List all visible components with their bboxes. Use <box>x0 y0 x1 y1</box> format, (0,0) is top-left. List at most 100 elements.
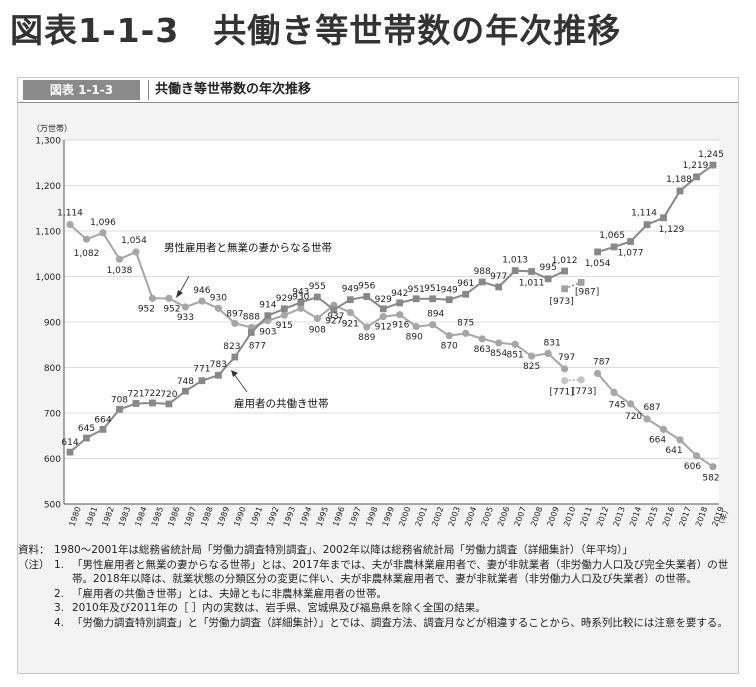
x-tick-label: 1996 <box>331 505 346 527</box>
data-label: 1,038 <box>107 266 133 276</box>
data-label: 995 <box>540 263 557 273</box>
data-label: 721 <box>127 389 144 399</box>
data-point-dual-income <box>280 305 288 313</box>
data-point-single-income <box>379 312 387 321</box>
y-tick-label: 600 <box>44 455 61 465</box>
x-tick-label: 1989 <box>216 505 231 527</box>
x-tick-label: 2014 <box>628 505 643 527</box>
y-tick-label: 500 <box>44 501 61 511</box>
data-point-single-income <box>561 365 569 373</box>
x-tick-label: 2015 <box>644 505 659 527</box>
y-tick-label: 900 <box>44 319 61 329</box>
annotation-arrowhead <box>231 370 238 377</box>
x-tick-label: 1993 <box>282 505 297 527</box>
bracket-label: [987] <box>575 287 599 297</box>
note-text: 「男性雇用者と無業の妻からなる世帯」とは、2017年までは、夫が非農林業雇用者で… <box>72 558 729 586</box>
data-label: 908 <box>309 325 326 335</box>
data-point-single-income <box>709 463 717 471</box>
data-point-dual-income <box>330 306 338 314</box>
series-label-single-income: 男性雇用者と無業の妻からなる世帯 <box>164 241 332 254</box>
x-tick-label: 1997 <box>348 505 363 527</box>
data-point-single-income <box>280 311 288 319</box>
data-label: 1,188 <box>666 175 692 185</box>
data-label: 875 <box>457 318 474 328</box>
x-tick-label: 2005 <box>480 505 495 527</box>
data-point-single-income <box>412 322 420 331</box>
x-tick-label: 1987 <box>183 505 198 527</box>
series-label-dual-income: 雇用者の共働き世帯 <box>234 397 329 410</box>
bracket-point-dual-income <box>577 279 585 286</box>
y-tick-label: 700 <box>44 410 61 420</box>
data-point-single-income <box>495 339 503 347</box>
data-point-single-income <box>396 311 404 319</box>
data-point-dual-income <box>594 248 601 256</box>
data-label: 927 <box>325 317 342 327</box>
data-point-dual-income <box>396 299 404 307</box>
data-label: 783 <box>210 360 227 370</box>
data-point-single-income <box>692 452 701 460</box>
x-tick-label: 1995 <box>315 505 330 527</box>
data-label: 956 <box>358 282 375 292</box>
data-label: 946 <box>193 286 210 296</box>
note-item-1: （注） 1. 「男性雇用者と無業の妻からなる世帯」とは、2017年までは、夫が非… <box>18 558 736 587</box>
data-point-dual-income <box>247 329 255 336</box>
figure-title: 共働き等世帯数の年次推移 <box>148 80 311 100</box>
data-label: 664 <box>649 435 666 445</box>
data-point-dual-income <box>99 425 107 433</box>
note-text: 2010年及び2011年の［ ］内の実数は、岩手県、宮城県及び福島県を除く全国の… <box>72 602 486 614</box>
bracket-point-single-income <box>561 377 569 385</box>
x-tick-label: 2004 <box>463 505 478 527</box>
data-point-single-income <box>528 352 536 360</box>
data-point-single-income <box>82 235 91 243</box>
data-label: 831 <box>544 338 561 348</box>
data-label: 722 <box>144 389 161 399</box>
data-label: 720 <box>160 390 177 400</box>
data-label: 606 <box>684 462 701 472</box>
data-point-single-income <box>214 304 222 312</box>
note-number: 2. <box>54 587 65 600</box>
data-label: 916 <box>392 321 409 331</box>
data-label: 903 <box>259 328 276 338</box>
bracket-label: [771] <box>550 388 574 398</box>
y-tick-label: 1,300 <box>35 137 61 147</box>
data-point-single-income <box>511 340 519 348</box>
x-tick-label: 1983 <box>117 505 132 527</box>
data-label: 930 <box>292 292 309 302</box>
data-label: 1,129 <box>659 225 685 235</box>
figure-number-tab: 図表 1-1-3 <box>23 80 140 100</box>
data-label: 851 <box>507 350 524 360</box>
data-point-single-income <box>676 436 684 444</box>
data-label: 933 <box>177 313 194 323</box>
data-label: 1,054 <box>121 236 147 246</box>
y-tick-label: 1,100 <box>35 228 61 238</box>
note-item-3: 3. 2010年及び2011年の［ ］内の実数は、岩手県、宮城県及び福島県を除く… <box>18 601 736 616</box>
data-point-single-income <box>610 388 618 397</box>
data-point-dual-income <box>264 312 272 320</box>
x-tick-label: 1984 <box>133 505 148 527</box>
data-label: 949 <box>441 286 458 296</box>
data-label: 1,114 <box>57 209 83 219</box>
y-tick-label: 1,200 <box>35 182 61 192</box>
x-tick-label: 1999 <box>381 505 396 527</box>
annotation-arrow <box>233 373 248 393</box>
data-label: 797 <box>558 353 575 363</box>
data-label: 748 <box>177 377 194 387</box>
figure-notes: 資料： 1980～2001年は総務省統計局「労働力調査特別調査」、2002年以降… <box>18 543 736 630</box>
x-tick-label: 1991 <box>249 505 264 527</box>
data-point-single-income <box>231 319 239 327</box>
data-label: 951 <box>424 284 441 294</box>
data-label: 952 <box>163 304 180 314</box>
data-label: 641 <box>665 446 682 456</box>
data-point-single-income <box>363 323 371 331</box>
data-label: 877 <box>249 341 266 351</box>
data-point-dual-income <box>132 400 140 407</box>
x-tick-label: 2003 <box>447 505 462 527</box>
data-point-single-income <box>181 303 190 311</box>
note-text: 「労働力調査特別調査」と「労働力調査（詳細集計）」とでは、調査方法、調査月などが… <box>72 616 728 629</box>
data-point-dual-income <box>544 275 552 283</box>
data-label: 582 <box>702 474 719 484</box>
note-number: 4. <box>54 616 65 629</box>
data-label: 664 <box>94 415 111 425</box>
data-point-dual-income <box>676 187 684 195</box>
